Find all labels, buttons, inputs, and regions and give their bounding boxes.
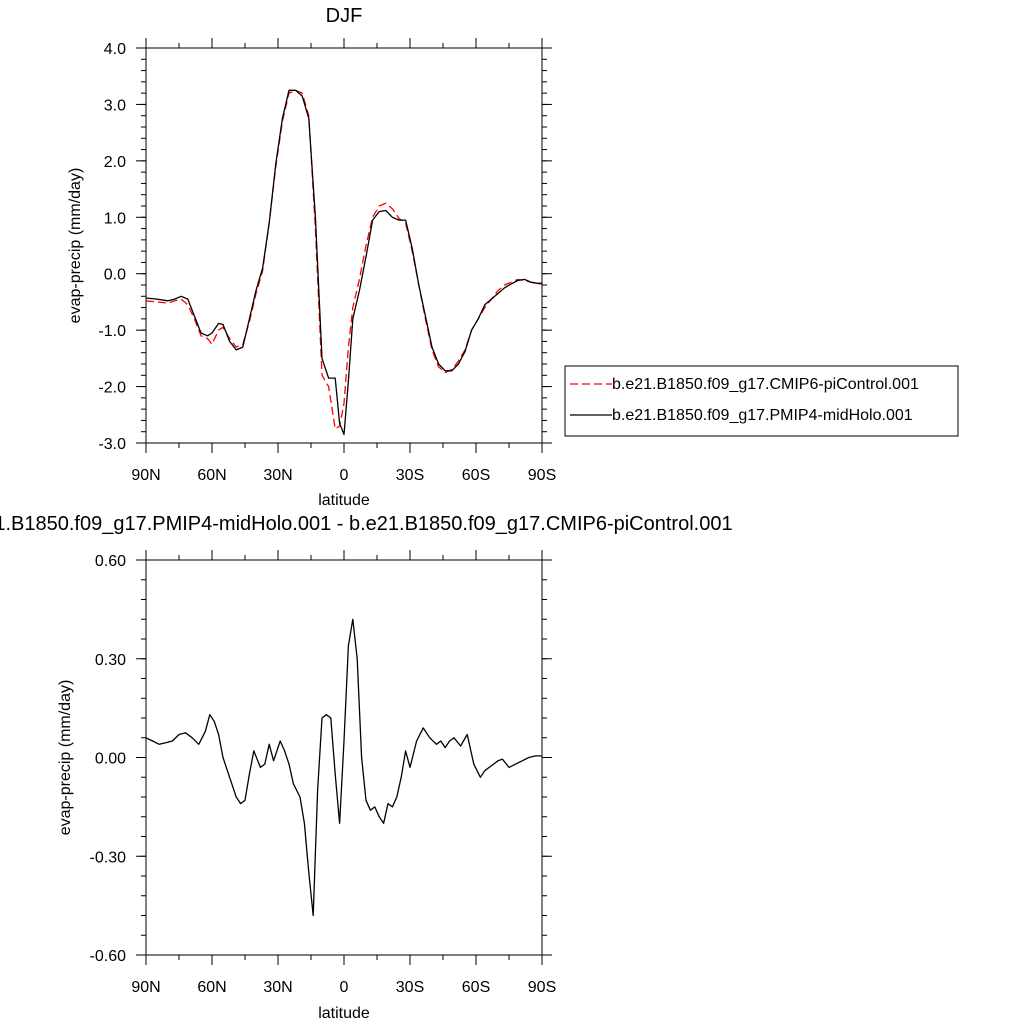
x-tick-label: 30S [396,467,424,484]
y-tick-label: -0.60 [90,948,127,965]
chart-djf: DJF 90N 60N 30N 0 30S 60S 90S -3.0 -2.0 -1.0 0.0 1.… [67,5,959,509]
y-tick-label: 0.60 [95,553,126,570]
y-tick-label: 4.0 [104,41,126,58]
y-tick-label: -0.30 [90,849,127,866]
series-layer [145,89,542,436]
x-tick-label: 60S [462,467,490,484]
series-line-midholo [145,89,542,436]
plot-frame [145,559,543,956]
x-tick-label: 60N [197,979,226,996]
x-axis-label: latitude [318,492,370,509]
x-tick-label: 30N [263,467,292,484]
legend-box [564,365,959,437]
x-tick-label: 90N [131,467,160,484]
x-tick-label: 90S [528,467,556,484]
y-axis-label: evap-precip (mm/day) [67,168,84,324]
x-tick-label: 0 [340,979,349,996]
series-line-picontrol [145,89,542,430]
chart-title: b.e21.B1850.f09_g17.PMIP4-midHolo.001 - … [0,513,733,535]
tick-marks [136,550,552,965]
y-tick-label: 0.0 [104,267,126,284]
series-layer [145,618,542,917]
x-tick-label: 0 [340,467,349,484]
y-axis-label: evap-precip (mm/day) [57,680,74,836]
y-tick-label: -1.0 [98,323,126,340]
y-tick-label: -2.0 [98,380,126,397]
tick-labels: 90N 60N 30N 0 30S 60S 90S -0.60 -0.30 0.00 0.30 0.6… [90,553,557,996]
series-line-difference [145,618,542,917]
x-tick-label: 30S [396,979,424,996]
y-tick-label: 3.0 [104,97,126,114]
y-tick-label: 0.30 [95,652,126,669]
x-axis-label: latitude [318,1005,370,1022]
tick-labels: 90N 60N 30N 0 30S 60S 90S -3.0 -2.0 -1.0 0.0 1.0 2.0… [98,41,556,484]
legend-label-picontrol: b.e21.B1850.f09_g17.CMIP6-piControl.001 [612,376,919,393]
y-tick-label: 1.0 [104,210,126,227]
chart-title: DJF [326,5,363,27]
y-tick-label: 0.00 [95,751,126,768]
x-tick-label: 90S [528,979,556,996]
x-tick-label: 60N [197,467,226,484]
y-tick-label: 2.0 [104,154,126,171]
plot-frame [145,47,543,444]
x-tick-label: 60S [462,979,490,996]
tick-marks [136,38,552,453]
x-tick-label: 30N [263,979,292,996]
legend-label-midholo: b.e21.B1850.f09_g17.PMIP4-midHolo.001 [612,407,913,424]
x-tick-label: 90N [131,979,160,996]
y-tick-label: -3.0 [98,436,126,453]
legend: b.e21.B1850.f09_g17.CMIP6-piControl.001 … [564,365,959,437]
chart-difference: b.e21.B1850.f09_g17.PMIP4-midHolo.001 - … [0,513,733,1022]
